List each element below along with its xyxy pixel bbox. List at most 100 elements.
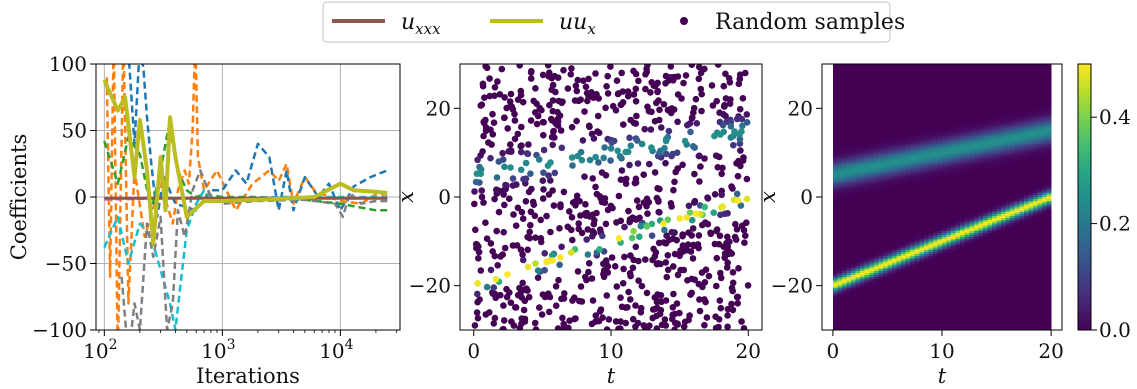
heatmap-cell bbox=[842, 206, 848, 209]
sample-point bbox=[595, 159, 602, 166]
heatmap-cell bbox=[851, 290, 857, 293]
heatmap-cell bbox=[955, 229, 961, 232]
heatmap-cell bbox=[914, 132, 920, 135]
heatmap-cell bbox=[851, 94, 857, 97]
heatmap-cell bbox=[942, 134, 948, 137]
heatmap-cell bbox=[923, 223, 929, 227]
heatmap-cell bbox=[905, 292, 911, 295]
heatmap-cell bbox=[946, 147, 952, 151]
heatmap-cell bbox=[919, 75, 925, 78]
heatmap-cell bbox=[910, 84, 916, 88]
heatmap-cell bbox=[887, 307, 893, 310]
heatmap-cell bbox=[960, 86, 966, 90]
sample-point bbox=[692, 210, 700, 217]
heatmap-cell bbox=[942, 132, 948, 135]
sample-point bbox=[540, 186, 547, 193]
sample-point bbox=[538, 106, 545, 114]
heatmap-cell bbox=[955, 179, 961, 183]
heatmap-cell bbox=[832, 94, 839, 97]
heatmap-cell bbox=[910, 267, 916, 270]
heatmap-cell bbox=[951, 204, 957, 208]
heatmap-cell bbox=[928, 255, 934, 259]
heatmap-cell bbox=[946, 303, 952, 306]
heatmap-cell bbox=[932, 181, 939, 185]
heatmap-cell bbox=[837, 103, 843, 107]
heatmap-cell bbox=[855, 286, 861, 289]
heatmap-cell bbox=[855, 246, 861, 249]
heatmap-cell bbox=[860, 292, 866, 295]
heatmap-cell bbox=[846, 132, 852, 135]
heatmap-cell bbox=[887, 322, 893, 325]
heatmap-cell bbox=[873, 121, 879, 124]
sample-point bbox=[513, 181, 520, 188]
heatmap-cell bbox=[842, 143, 848, 147]
heatmap-cell bbox=[873, 71, 879, 75]
heatmap-cell bbox=[864, 273, 870, 276]
heatmap-cell bbox=[942, 102, 948, 105]
heatmap-cell bbox=[937, 128, 943, 132]
heatmap-cell bbox=[873, 65, 879, 69]
heatmap-cell bbox=[942, 269, 948, 272]
heatmap-cell bbox=[946, 248, 952, 251]
heatmap-cell bbox=[846, 326, 852, 329]
heatmap-cell bbox=[960, 229, 966, 232]
heatmap-cell bbox=[896, 212, 902, 215]
heatmap-cell bbox=[892, 242, 898, 246]
heatmap-cell bbox=[937, 195, 943, 198]
sample-point bbox=[632, 243, 640, 251]
heatmap-cell bbox=[882, 223, 889, 227]
heatmap-cell bbox=[887, 136, 893, 139]
heatmap-cell bbox=[869, 261, 875, 265]
heatmap-cell bbox=[919, 96, 925, 99]
sample-point bbox=[661, 144, 668, 152]
heatmap-cell bbox=[955, 100, 961, 103]
heatmap-cell bbox=[878, 145, 884, 149]
heatmap-cell bbox=[855, 145, 861, 149]
sample-point bbox=[614, 147, 621, 155]
heatmap-cell bbox=[837, 88, 843, 92]
heatmap-cell bbox=[892, 236, 898, 240]
heatmap-cell bbox=[882, 267, 889, 270]
heatmap-cell bbox=[878, 75, 884, 78]
heatmap-cell bbox=[892, 273, 898, 276]
sample-point bbox=[621, 223, 628, 231]
heatmap-cell bbox=[860, 293, 866, 297]
heatmap-cell bbox=[942, 219, 948, 223]
heatmap-cell bbox=[914, 193, 920, 196]
heatmap-cell bbox=[960, 143, 966, 147]
heatmap-cell bbox=[846, 96, 852, 99]
heatmap-cell bbox=[951, 274, 957, 278]
heatmap-cell bbox=[910, 170, 916, 173]
heatmap-cell bbox=[873, 181, 879, 185]
heatmap-cell bbox=[905, 326, 911, 329]
heatmap-cell bbox=[946, 122, 952, 126]
heatmap-cell bbox=[864, 88, 870, 92]
heatmap-cell bbox=[951, 164, 957, 168]
heatmap-cell bbox=[864, 134, 870, 137]
heatmap-cell bbox=[960, 236, 966, 240]
heatmap-cell bbox=[860, 316, 866, 320]
sample-point bbox=[554, 122, 562, 129]
heatmap-cell bbox=[932, 265, 939, 268]
heatmap-cell bbox=[960, 193, 966, 196]
heatmap-cell bbox=[869, 98, 875, 101]
sample-point bbox=[478, 187, 486, 194]
sample-point bbox=[686, 209, 694, 216]
heatmap-cell bbox=[846, 288, 852, 291]
heatmap-cell bbox=[892, 282, 898, 285]
heatmap-cell bbox=[905, 233, 911, 236]
heatmap-cell bbox=[873, 138, 879, 141]
heatmap-cell bbox=[842, 69, 848, 73]
heatmap-cell bbox=[951, 235, 957, 238]
sample-point bbox=[497, 253, 504, 260]
sample-point bbox=[671, 178, 678, 186]
heatmap-cell bbox=[832, 86, 839, 90]
heatmap-cell bbox=[923, 257, 929, 261]
heatmap-cell bbox=[946, 113, 952, 116]
sample-point bbox=[550, 128, 557, 136]
heatmap-cell bbox=[901, 172, 907, 175]
heatmap-cell bbox=[955, 227, 961, 230]
sample-point bbox=[735, 265, 742, 272]
heatmap-cell bbox=[846, 295, 852, 299]
heatmap-cell bbox=[832, 170, 839, 173]
